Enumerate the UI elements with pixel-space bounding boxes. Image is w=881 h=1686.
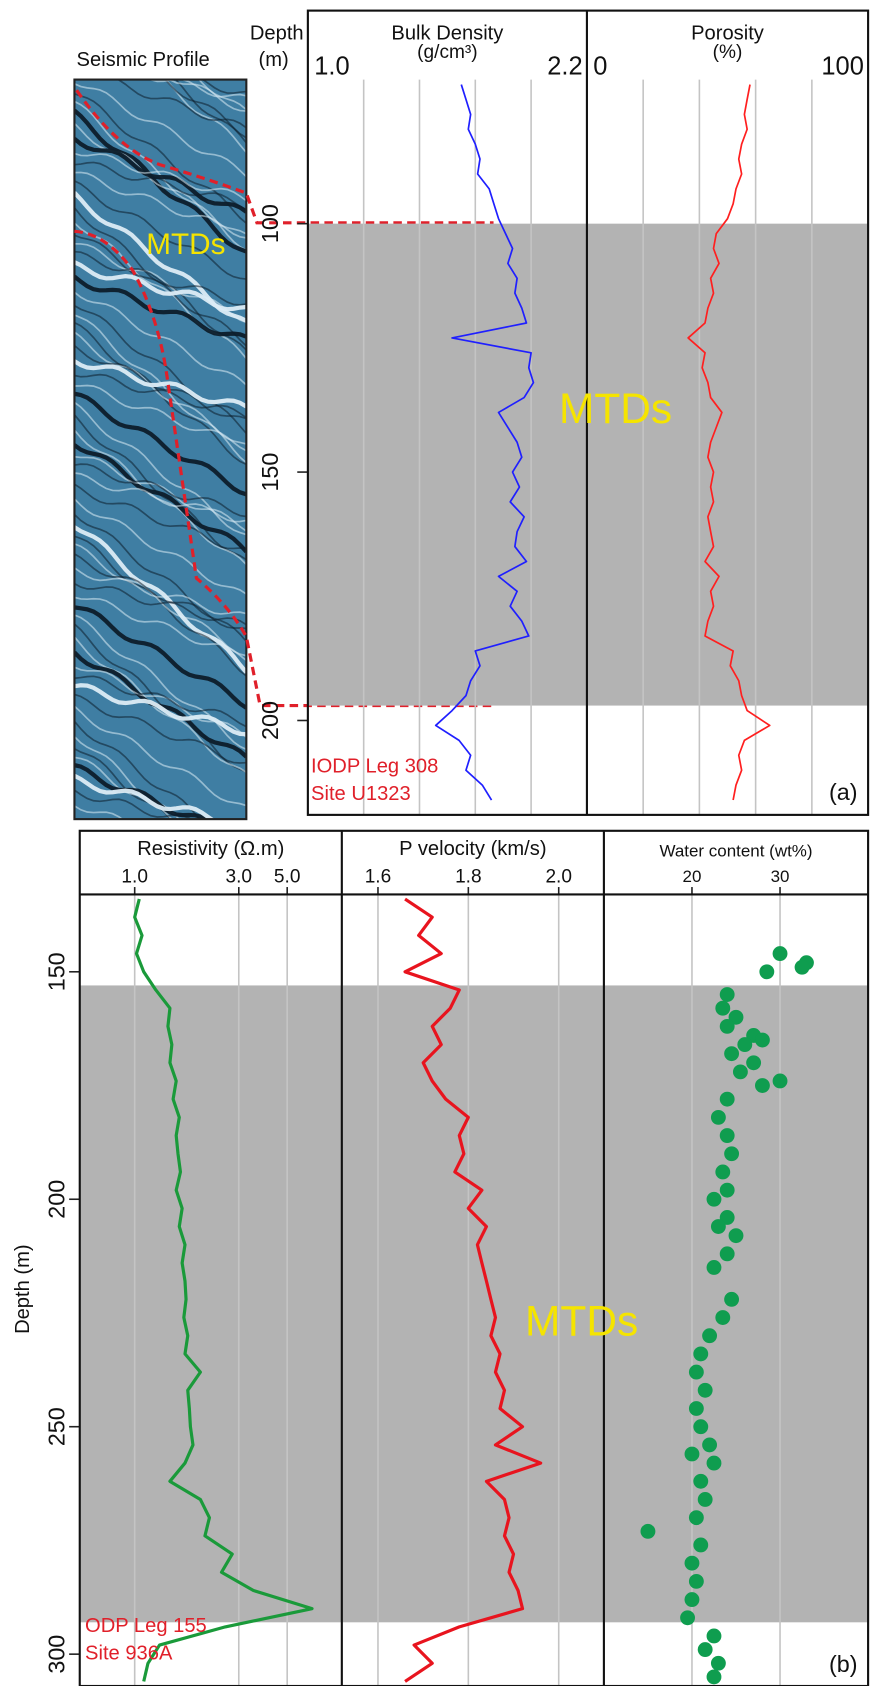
sample-point bbox=[685, 1447, 700, 1462]
sample-point bbox=[711, 1656, 726, 1671]
y-tick-label: 150 bbox=[257, 453, 283, 492]
sample-point bbox=[711, 1219, 726, 1234]
sample-point bbox=[720, 987, 735, 1002]
sample-point bbox=[698, 1383, 713, 1398]
sample-point bbox=[689, 1510, 704, 1525]
panel-label: (b) bbox=[829, 1651, 858, 1677]
mtd-interval bbox=[80, 985, 868, 1622]
x-tick-label: 3.0 bbox=[226, 867, 253, 888]
sample-point bbox=[773, 946, 788, 961]
sample-point bbox=[641, 1524, 656, 1539]
sample-point bbox=[720, 1246, 735, 1261]
sample-point bbox=[720, 1183, 735, 1198]
sample-point bbox=[707, 1260, 722, 1275]
y-axis-label: Depth bbox=[250, 22, 304, 44]
sample-point bbox=[733, 1064, 748, 1079]
x-tick-label: 30 bbox=[771, 867, 790, 886]
sample-point bbox=[689, 1401, 704, 1416]
x-tick-label: 5.0 bbox=[274, 867, 301, 888]
sample-point bbox=[707, 1192, 722, 1207]
track-title: Resistivity (Ω.m) bbox=[137, 838, 284, 860]
x-tick-label: 1.6 bbox=[365, 867, 392, 888]
sample-point bbox=[715, 1001, 730, 1016]
seismic-label: MTDs bbox=[146, 228, 225, 261]
sample-point bbox=[680, 1610, 695, 1625]
y-tick-label: 250 bbox=[44, 1407, 70, 1446]
seismic-reflector bbox=[74, 0, 246, 24]
y-tick-label: 150 bbox=[44, 952, 70, 991]
y-tick-label: 200 bbox=[44, 1180, 70, 1219]
sample-point bbox=[693, 1419, 708, 1434]
y-tick-label: 200 bbox=[257, 701, 283, 740]
sample-point bbox=[698, 1492, 713, 1507]
page: MTDsBulk Density(g/cm³)1.02.2100150200De… bbox=[0, 0, 881, 1686]
interval-label: MTDs bbox=[559, 385, 672, 432]
sample-point bbox=[689, 1365, 704, 1380]
y-axis-unit: (m) bbox=[259, 49, 289, 71]
site-annotation: Site U1323 bbox=[311, 783, 411, 805]
sample-point bbox=[720, 1092, 735, 1107]
sample-point bbox=[715, 1310, 730, 1325]
seismic-title: Seismic Profile bbox=[77, 49, 210, 71]
x-tick-label: 0 bbox=[593, 53, 607, 81]
x-tick-label: 2.2 bbox=[547, 53, 582, 81]
sample-point bbox=[746, 1055, 761, 1070]
sample-point bbox=[773, 1074, 788, 1089]
track-unit: (%) bbox=[713, 42, 743, 63]
sample-point bbox=[707, 1456, 722, 1471]
x-tick-label: 20 bbox=[683, 867, 702, 886]
x-tick-label: 1.0 bbox=[121, 867, 148, 888]
x-tick-label: 2.0 bbox=[545, 867, 572, 888]
sample-point bbox=[693, 1538, 708, 1553]
panel-label: (a) bbox=[829, 779, 858, 805]
y-tick-label: 100 bbox=[257, 204, 283, 243]
sample-point bbox=[693, 1346, 708, 1361]
sample-point bbox=[698, 1642, 713, 1657]
track-title: P velocity (km/s) bbox=[399, 838, 546, 860]
track-title: Porosity bbox=[691, 22, 765, 44]
x-tick-label: 1.0 bbox=[314, 53, 349, 81]
sample-point bbox=[795, 960, 810, 975]
sample-point bbox=[724, 1046, 739, 1061]
sample-point bbox=[702, 1328, 717, 1343]
track-title: Bulk Density bbox=[391, 22, 504, 44]
y-tick-label: 300 bbox=[44, 1635, 70, 1674]
sample-point bbox=[755, 1033, 770, 1048]
sample-point bbox=[693, 1474, 708, 1489]
sample-point bbox=[720, 1019, 735, 1034]
x-tick-label: 100 bbox=[821, 53, 863, 81]
sample-point bbox=[729, 1228, 744, 1243]
sample-point bbox=[724, 1292, 739, 1307]
seismic-reflector bbox=[74, 898, 246, 946]
seismic-reflector bbox=[74, 846, 246, 983]
y-axis-label: Depth (m) bbox=[12, 1244, 34, 1334]
track-title: Water content (wt%) bbox=[659, 842, 812, 861]
track-unit: (g/cm³) bbox=[417, 42, 477, 63]
sample-point bbox=[685, 1556, 700, 1571]
sample-point bbox=[711, 1110, 726, 1125]
sample-point bbox=[685, 1592, 700, 1607]
sample-point bbox=[707, 1669, 722, 1684]
site-annotation: Site 936A bbox=[85, 1642, 173, 1664]
interval-label: MTDs bbox=[525, 1297, 638, 1344]
sample-point bbox=[737, 1037, 752, 1052]
site-annotation: ODP Leg 155 bbox=[85, 1615, 207, 1637]
sample-point bbox=[724, 1146, 739, 1161]
sample-point bbox=[720, 1128, 735, 1143]
sample-point bbox=[715, 1165, 730, 1180]
sample-point bbox=[689, 1574, 704, 1589]
seismic-reflector bbox=[74, 875, 246, 942]
sample-point bbox=[759, 964, 774, 979]
seismic-reflector bbox=[74, 907, 246, 977]
seismic-reflector bbox=[74, 819, 246, 918]
figure: MTDsBulk Density(g/cm³)1.02.2100150200De… bbox=[0, 0, 881, 1686]
seismic-reflector bbox=[74, 859, 246, 963]
sample-point bbox=[755, 1078, 770, 1093]
sample-point bbox=[707, 1629, 722, 1644]
x-tick-label: 1.8 bbox=[455, 867, 482, 888]
sample-point bbox=[702, 1437, 717, 1452]
site-annotation: IODP Leg 308 bbox=[311, 755, 438, 777]
